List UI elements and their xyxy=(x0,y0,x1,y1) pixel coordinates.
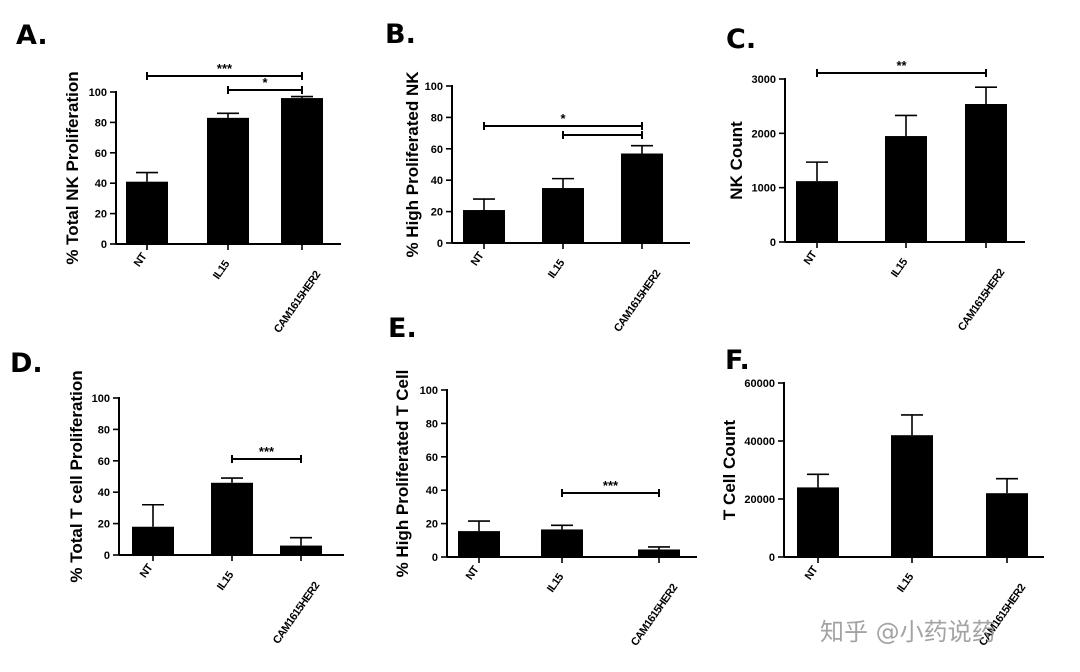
panel-letter: D. xyxy=(10,348,43,379)
significance-label: *** xyxy=(217,61,233,76)
y-tick-label: 20000 xyxy=(744,494,775,506)
y-tick-label: 80 xyxy=(95,117,107,129)
y-tick-label: 0 xyxy=(437,238,443,250)
y-tick-label: 0 xyxy=(432,552,438,564)
y-tick-label: 40000 xyxy=(744,436,775,448)
bar xyxy=(638,549,680,557)
y-tick-label: 80 xyxy=(98,424,110,436)
significance-label: ** xyxy=(896,58,907,73)
y-tick-label: 20 xyxy=(95,209,107,221)
y-tick-label: 40 xyxy=(426,485,438,497)
y-tick-label: 20 xyxy=(431,207,443,219)
bar xyxy=(132,526,174,555)
y-axis-label: NK Count xyxy=(727,121,746,200)
category-label: CAM1615HER2 xyxy=(272,269,324,335)
bar xyxy=(885,136,927,242)
significance-label: * xyxy=(262,75,268,90)
y-tick-label: 0 xyxy=(101,239,107,251)
panel-letter: A. xyxy=(16,20,48,51)
y-tick-label: 2000 xyxy=(752,128,776,140)
category-label: CAM1615HER2 xyxy=(271,580,323,646)
category-label: NT xyxy=(138,562,156,581)
bar xyxy=(891,435,933,557)
y-tick-label: 60 xyxy=(431,144,443,156)
panel-a: A. % Total NK Proliferation 0 20 40 60 80 100 NT… xyxy=(16,20,341,335)
y-axis-label: % High Proliferated T Cell xyxy=(393,370,412,578)
bar xyxy=(463,210,505,243)
y-tick-label: 100 xyxy=(420,385,438,397)
y-tick-label: 60 xyxy=(95,148,107,160)
panel-d: D. % Total T cell Proliferation 0 20 40 60 80 1… xyxy=(10,348,344,646)
y-tick-label: 80 xyxy=(426,418,438,430)
y-tick-label: 0 xyxy=(104,550,110,562)
bar xyxy=(211,482,253,555)
category-label: IL15 xyxy=(895,571,916,594)
y-tick-label: 0 xyxy=(769,552,775,564)
category-label: NT xyxy=(464,564,482,583)
category-label: NT xyxy=(132,251,150,270)
category-label: CAM1615HER2 xyxy=(612,268,664,334)
y-tick-label: 60000 xyxy=(744,378,775,390)
y-tick-label: 40 xyxy=(95,178,107,190)
bar xyxy=(207,117,249,244)
panel-letter: E. xyxy=(388,313,417,344)
category-label: IL15 xyxy=(889,256,910,279)
y-tick-label: 100 xyxy=(89,87,107,99)
category-label: IL15 xyxy=(215,569,236,592)
bar xyxy=(126,181,168,244)
category-label: IL15 xyxy=(546,257,567,280)
y-axis-label: % High Proliferated NK xyxy=(403,71,422,258)
category-label: NT xyxy=(469,250,487,269)
bar xyxy=(280,545,322,555)
y-axis-label: % Total NK Proliferation xyxy=(63,71,82,264)
bar xyxy=(541,529,583,557)
bar xyxy=(542,188,584,243)
y-tick-label: 100 xyxy=(425,81,443,93)
category-label: NT xyxy=(803,564,821,583)
y-tick-label: 20 xyxy=(426,519,438,531)
panel-c: C. NK Count 0 1000 2000 3000 NT IL15 CAM1615HER2… xyxy=(726,24,1025,333)
panel-letter: F. xyxy=(725,345,750,376)
significance-label: *** xyxy=(259,444,275,459)
y-tick-label: 60 xyxy=(426,452,438,464)
y-tick-label: 60 xyxy=(98,456,110,468)
significance-label: *** xyxy=(603,478,619,493)
category-label: CAM1615HER2 xyxy=(629,582,681,648)
significance-label: * xyxy=(560,111,566,126)
panel-e: E. % High Proliferated T Cell 0 20 40 60 80 100… xyxy=(388,313,697,648)
bar xyxy=(986,493,1028,557)
bar xyxy=(621,153,663,243)
y-tick-label: 100 xyxy=(92,393,110,405)
y-tick-label: 40 xyxy=(98,487,110,499)
panel-b: B. % High Proliferated NK 0 20 40 60 80 100 NT IL… xyxy=(385,19,690,334)
y-tick-label: 40 xyxy=(431,175,443,187)
category-label: CAM1615HER2 xyxy=(956,267,1008,333)
y-axis-label: % Total T cell Proliferation xyxy=(67,370,86,582)
bar xyxy=(796,181,838,242)
y-tick-label: 1000 xyxy=(752,183,776,195)
y-tick-label: 20 xyxy=(98,519,110,531)
watermark-text: 知乎 @小药说药 xyxy=(820,618,996,646)
y-tick-label: 80 xyxy=(431,112,443,124)
category-label: IL15 xyxy=(211,258,232,281)
bar xyxy=(965,103,1007,242)
panel-letter: B. xyxy=(385,19,416,50)
bar xyxy=(797,487,839,557)
bar xyxy=(458,531,500,557)
panel-letter: C. xyxy=(726,24,756,55)
bar xyxy=(281,98,323,244)
y-axis-label: T Cell Count xyxy=(720,420,739,520)
category-label: IL15 xyxy=(545,571,566,594)
y-tick-label: 3000 xyxy=(752,74,776,86)
category-label: NT xyxy=(802,249,820,268)
y-tick-label: 0 xyxy=(770,237,776,249)
